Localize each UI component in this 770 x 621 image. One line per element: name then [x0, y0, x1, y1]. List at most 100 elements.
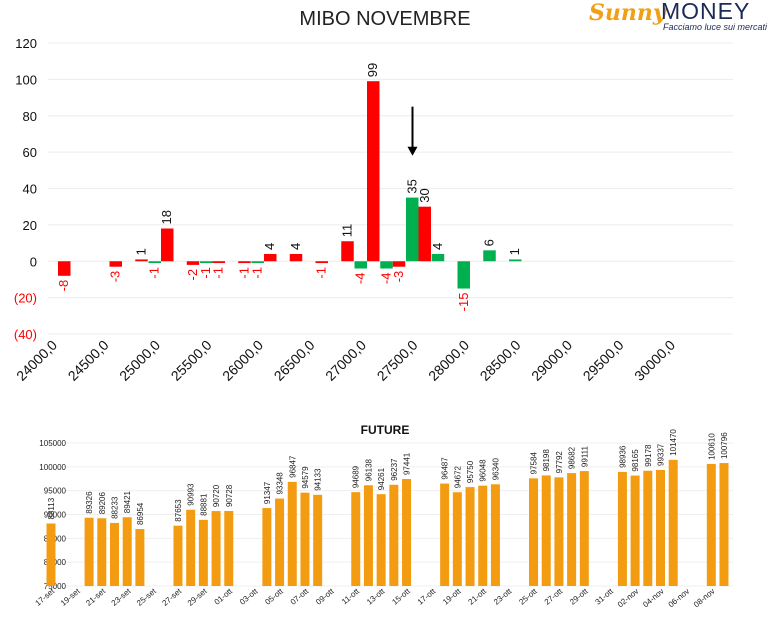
- y-tick-label: 40: [23, 182, 37, 197]
- red-bar: [289, 253, 303, 262]
- future-bar: [630, 475, 640, 586]
- data-label: 35: [404, 179, 419, 193]
- future-bar: [135, 529, 145, 586]
- data-label: 96048: [479, 459, 488, 482]
- future-bar: [109, 522, 119, 586]
- green-bar: [457, 261, 470, 289]
- red-bar: [238, 261, 251, 264]
- future-bar: [478, 485, 488, 586]
- future-bar: [452, 492, 462, 586]
- logo-script: Sunny: [589, 0, 666, 26]
- data-label: 91347: [263, 481, 272, 504]
- y-tick-label: 105000: [39, 439, 66, 448]
- red-bar: [264, 253, 277, 262]
- data-label: 101470: [669, 429, 678, 456]
- green-bar: [483, 250, 496, 262]
- green-bar: [251, 261, 264, 264]
- x-tick-label: 04-nov: [641, 587, 666, 610]
- data-label: 95750: [466, 460, 475, 483]
- green-bar: [380, 261, 393, 269]
- future-bar: [541, 475, 551, 586]
- future-bar: [465, 487, 475, 586]
- future-chart-title: FUTURE: [360, 423, 410, 437]
- x-tick-label: 23-set: [110, 586, 133, 608]
- x-tick-label: 17-ott: [416, 586, 438, 607]
- data-label: 90993: [187, 483, 196, 506]
- data-label: -3: [391, 271, 406, 283]
- red-bar: [341, 241, 354, 262]
- data-label: 6: [482, 239, 497, 246]
- x-tick-label: 31-ott: [594, 586, 616, 607]
- y-tick-label: 95000: [44, 487, 67, 496]
- data-label: 4: [262, 243, 277, 250]
- data-label: 86954: [136, 502, 145, 525]
- future-bar: [275, 498, 285, 586]
- data-label: 98165: [631, 449, 640, 472]
- future-bar: [313, 494, 323, 586]
- data-label: 89421: [123, 490, 132, 513]
- data-label: 96487: [441, 457, 450, 480]
- green-bar: [509, 259, 522, 262]
- future-bar: [287, 481, 297, 586]
- future-bar: [617, 471, 627, 586]
- data-label: 99178: [644, 444, 653, 467]
- data-label: 99111: [580, 445, 589, 467]
- data-label: -1: [314, 267, 329, 279]
- logo-word: MONEY: [661, 0, 751, 24]
- y-tick-label: 120: [15, 36, 37, 51]
- x-tick-label: 03-ott: [238, 586, 260, 607]
- data-label: 11: [340, 224, 355, 238]
- data-label: 96138: [364, 458, 373, 481]
- future-bar: [351, 492, 361, 586]
- x-tick-label: 01-ott: [213, 586, 235, 607]
- data-label: 97792: [555, 451, 564, 474]
- y-tick-label: (20): [14, 291, 37, 306]
- data-label: 1: [134, 248, 149, 255]
- data-label: 94672: [453, 465, 462, 488]
- y-tick-label: 20: [23, 218, 37, 233]
- data-label: -1: [198, 267, 213, 279]
- x-tick-label: 29-set: [186, 586, 209, 608]
- y-tick-label: 0: [30, 254, 37, 269]
- x-tick-label: 06-nov: [667, 587, 692, 610]
- green-bar: [406, 197, 419, 262]
- x-tick-label: 08-nov: [692, 587, 717, 610]
- y-tick-label: 60: [23, 145, 37, 160]
- y-tick-label: 100000: [39, 463, 66, 472]
- x-tick-label: 02-nov: [616, 587, 641, 610]
- y-tick-label: 80: [23, 109, 37, 124]
- data-label: 94579: [301, 466, 310, 489]
- data-label: -15: [456, 293, 471, 312]
- x-tick-label: 23-ott: [492, 586, 514, 607]
- data-label: 89326: [85, 491, 94, 514]
- data-label: 88881: [199, 493, 208, 516]
- x-tick-label: 21-set: [84, 586, 107, 608]
- x-tick-label: 15-ott: [390, 586, 412, 607]
- data-label: 96237: [390, 458, 399, 481]
- data-label: -4: [353, 273, 368, 285]
- y-tick-label: 100: [15, 72, 37, 87]
- data-label: 88113: [47, 497, 56, 519]
- data-label: -4: [379, 273, 394, 285]
- data-label: -1: [250, 267, 265, 279]
- y-tick-label: (40): [14, 327, 37, 342]
- data-label: 4: [430, 243, 445, 250]
- x-tick-label: 27-ott: [543, 586, 565, 607]
- data-label: 94689: [352, 465, 361, 488]
- future-bar: [402, 479, 412, 586]
- data-label: 99337: [657, 443, 666, 466]
- x-tick-label: 29-ott: [568, 586, 590, 607]
- data-label: 97441: [403, 452, 412, 475]
- data-label: 98198: [542, 449, 551, 472]
- future-bar: [122, 517, 132, 586]
- data-label: 96340: [491, 457, 500, 480]
- data-label: 99: [365, 63, 380, 77]
- red-bar: [58, 261, 71, 276]
- future-bar: [84, 517, 94, 586]
- future-bar: [376, 494, 386, 586]
- green-bar: [354, 261, 367, 269]
- data-label: 98682: [568, 446, 577, 469]
- data-label: -1: [211, 267, 226, 279]
